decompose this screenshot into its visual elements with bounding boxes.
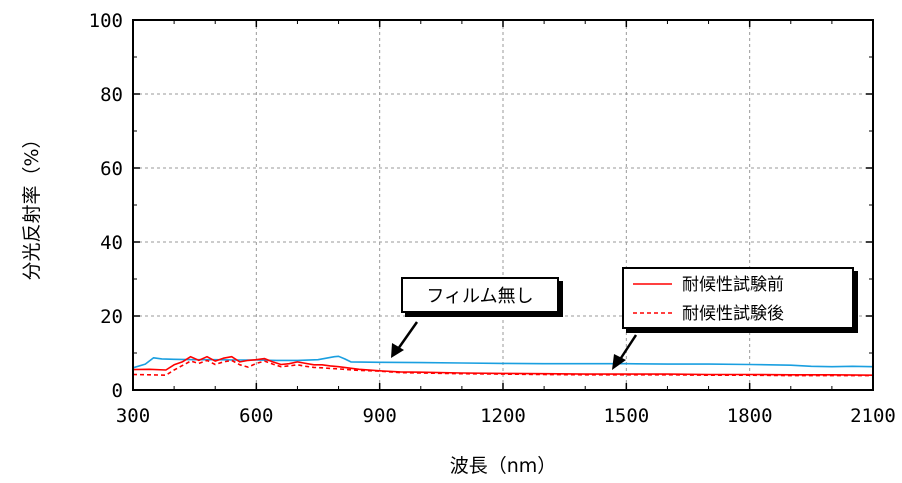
legend-box <box>622 267 854 329</box>
x-tick-label: 900 <box>363 405 397 427</box>
annotation-no-film-label: フィルム無し <box>426 286 533 307</box>
y-tick-label: 60 <box>100 158 123 180</box>
series-line-after-weathering <box>132 359 873 377</box>
y-tick-label: 20 <box>100 306 123 328</box>
legend: 耐候性試験前 耐候性試験後 <box>622 267 854 329</box>
y-tick-label: 100 <box>89 10 123 32</box>
x-tick-label: 1500 <box>603 405 649 427</box>
x-tick-label: 1200 <box>480 405 526 427</box>
annotation-legend-arrow <box>612 334 638 370</box>
legend-pointer-arrowhead <box>612 354 626 370</box>
axis-ticks <box>132 19 874 391</box>
y-tick-label: 0 <box>112 380 123 402</box>
x-tick-label: 600 <box>239 405 273 427</box>
legend-pointer-line <box>619 334 638 359</box>
annotation-no-film: フィルム無し <box>391 277 559 358</box>
x-axis-title: 波長（nm） <box>450 455 557 477</box>
x-tick-labels: 300 600 900 1200 1500 1800 2100 <box>116 405 896 427</box>
x-tick-label: 300 <box>116 405 150 427</box>
x-tick-label: 2100 <box>850 405 896 427</box>
y-tick-label: 80 <box>100 84 123 106</box>
series-line-before-weathering <box>132 355 874 376</box>
x-tick-label: 1800 <box>727 405 773 427</box>
grid-lines <box>133 20 873 390</box>
series-layer <box>132 355 874 377</box>
legend-label-after: 耐候性試験後 <box>682 304 784 324</box>
legend-label-before: 耐候性試験前 <box>682 275 784 295</box>
annotation-no-film-arrowhead <box>391 343 404 358</box>
y-tick-label: 40 <box>100 232 123 254</box>
annotation-no-film-arrow <box>396 321 419 350</box>
y-axis-title: 分光反射率（%） <box>21 129 43 280</box>
y-tick-labels: 0 20 40 60 80 100 <box>89 10 123 402</box>
